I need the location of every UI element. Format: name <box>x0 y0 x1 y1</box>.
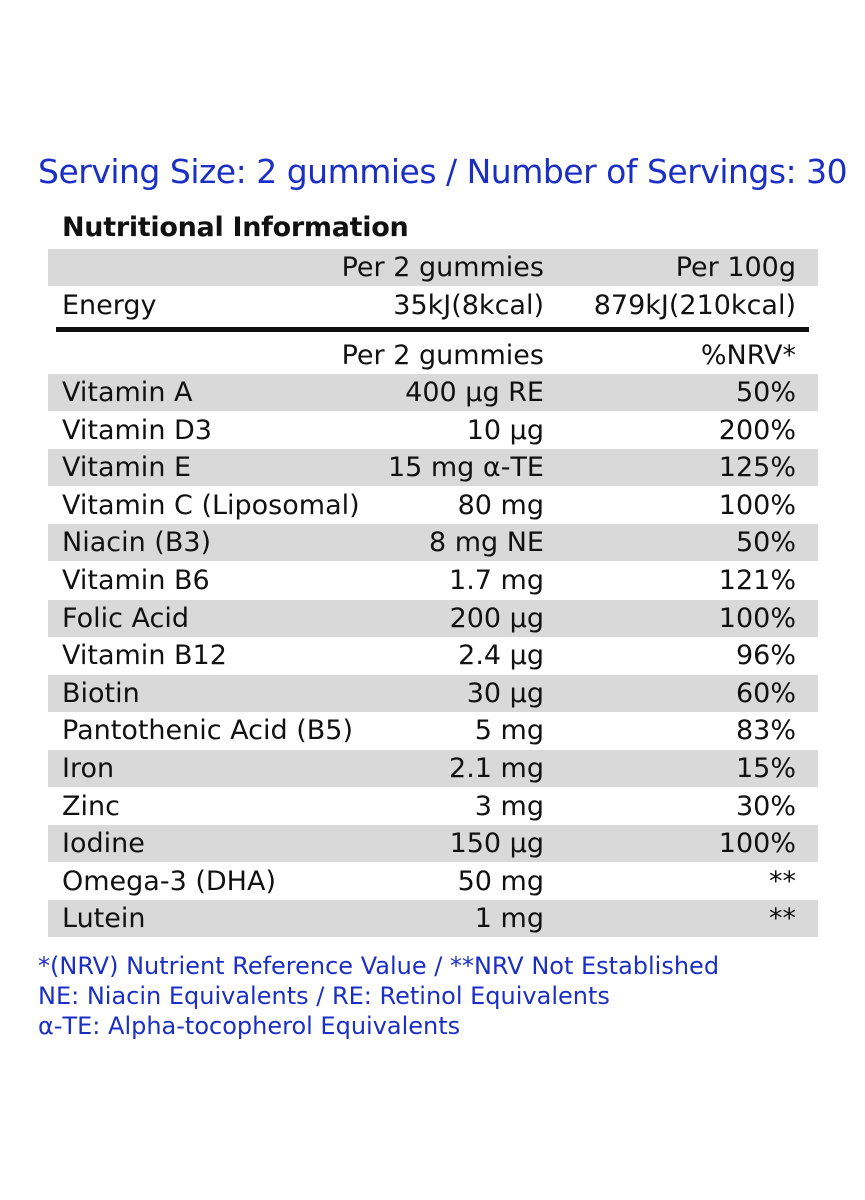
nutrient-header-row: Per 2 gummies %NRV* <box>48 337 818 374</box>
energy-header-per-100g: Per 100g <box>675 252 796 283</box>
nutrient-name: Lutein <box>62 903 146 934</box>
nutrient-amount: 5 mg <box>474 715 544 746</box>
nutrient-amount: 10 µg <box>466 415 544 446</box>
nutrient-amount: 400 µg RE <box>405 377 544 408</box>
nutrient-amount: 1 mg <box>474 903 544 934</box>
nutrient-amount: 8 mg NE <box>428 527 544 558</box>
nutrient-row: Vitamin B12 2.4 µg 96% <box>48 637 818 674</box>
footnote-nrv: *(NRV) Nutrient Reference Value / **NRV … <box>38 952 720 980</box>
energy-header-per-serving: Per 2 gummies <box>341 252 544 283</box>
nutrient-amount: 30 µg <box>466 678 544 709</box>
nutrient-name: Omega-3 (DHA) <box>62 866 276 897</box>
nutrient-nrv: 100% <box>718 490 796 521</box>
nutrient-row: Iodine 150 µg 100% <box>48 825 818 862</box>
serving-size-line: Serving Size: 2 gummies / Number of Serv… <box>38 152 848 191</box>
nutrient-name: Zinc <box>62 791 120 822</box>
nutrient-row: Omega-3 (DHA) 50 mg ** <box>48 863 818 900</box>
nutrient-row: Pantothenic Acid (B5) 5 mg 83% <box>48 712 818 749</box>
nutrient-name: Vitamin B6 <box>62 565 210 596</box>
nutrient-nrv: 121% <box>718 565 796 596</box>
nutrient-row: Iron 2.1 mg 15% <box>48 750 818 787</box>
nutrient-nrv: 125% <box>718 452 796 483</box>
nutrient-nrv: 15% <box>735 753 796 784</box>
nutrient-row: Zinc 3 mg 30% <box>48 788 818 825</box>
nutrient-row: Vitamin B6 1.7 mg 121% <box>48 562 818 599</box>
nutrient-nrv: 60% <box>735 678 796 709</box>
nutrient-nrv: 100% <box>718 603 796 634</box>
nutrient-name: Iron <box>62 753 115 784</box>
footnote-equivalents: NE: Niacin Equivalents / RE: Retinol Equ… <box>38 982 610 1010</box>
nutrient-header-nrv: %NRV* <box>700 340 796 371</box>
nutrient-row: Vitamin C (Liposomal) 80 mg 100% <box>48 487 818 524</box>
nutrient-row: Vitamin D3 10 µg 200% <box>48 412 818 449</box>
nutrient-name: Vitamin D3 <box>62 415 212 446</box>
nutrient-name: Niacin (B3) <box>62 527 212 558</box>
nutrient-name: Vitamin E <box>62 452 192 483</box>
nutrient-nrv: 200% <box>718 415 796 446</box>
nutrient-name: Biotin <box>62 678 140 709</box>
nutrient-name: Folic Acid <box>62 603 189 634</box>
nutrient-nrv: 96% <box>735 640 796 671</box>
nutrient-row: Folic Acid 200 µg 100% <box>48 600 818 637</box>
nutrient-name: Vitamin B12 <box>62 640 227 671</box>
energy-row: Energy 35kJ(8kcal) 879kJ(210kcal) <box>48 287 818 324</box>
nutrient-name: Vitamin C (Liposomal) <box>62 490 360 521</box>
energy-label: Energy <box>62 290 157 321</box>
nutrient-row: Lutein 1 mg ** <box>48 900 818 937</box>
nutrient-amount: 150 µg <box>449 828 544 859</box>
nutrient-amount: 15 mg α-TE <box>387 452 544 483</box>
nutrient-row: Biotin 30 µg 60% <box>48 675 818 712</box>
nutrition-heading: Nutritional Information <box>62 212 409 243</box>
nutrient-amount: 2.1 mg <box>449 753 544 784</box>
nutrient-nrv: 50% <box>735 527 796 558</box>
nutrient-amount: 2.4 µg <box>458 640 544 671</box>
nutrient-name: Pantothenic Acid (B5) <box>62 715 354 746</box>
nutrient-amount: 3 mg <box>474 791 544 822</box>
nutrient-nrv: 83% <box>735 715 796 746</box>
nutrient-name: Vitamin A <box>62 377 193 408</box>
nutrient-amount: 1.7 mg <box>449 565 544 596</box>
nutrient-name: Iodine <box>62 828 145 859</box>
nutrient-nrv: ** <box>769 866 796 897</box>
nutrient-header-per-serving: Per 2 gummies <box>341 340 544 371</box>
nutrient-amount: 200 µg <box>449 603 544 634</box>
nutrient-amount: 80 mg <box>457 490 544 521</box>
footnotes: *(NRV) Nutrient Reference Value / **NRV … <box>38 951 719 1041</box>
nutrient-nrv: ** <box>769 903 796 934</box>
nutrient-row: Niacin (B3) 8 mg NE 50% <box>48 524 818 561</box>
energy-per-serving: 35kJ(8kcal) <box>393 290 544 321</box>
nutrient-nrv: 30% <box>735 791 796 822</box>
energy-header-row: Per 2 gummies Per 100g <box>48 249 818 286</box>
nutrient-row: Vitamin E 15 mg α-TE 125% <box>48 449 818 486</box>
nutrient-nrv: 100% <box>718 828 796 859</box>
nutrient-row: Vitamin A 400 µg RE 50% <box>48 374 818 411</box>
section-divider <box>56 327 809 332</box>
nutrient-amount: 50 mg <box>457 866 544 897</box>
footnote-alpha-te: α-TE: Alpha-tocopherol Equivalents <box>38 1012 461 1040</box>
nutrient-nrv: 50% <box>735 377 796 408</box>
energy-per-100g: 879kJ(210kcal) <box>593 290 796 321</box>
